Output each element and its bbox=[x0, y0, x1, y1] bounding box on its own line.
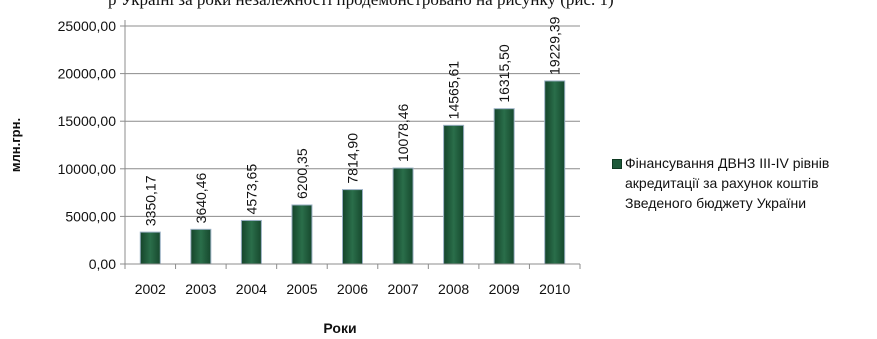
data-label: 4573,65 bbox=[243, 164, 259, 215]
y-axis-label: млн.грн. bbox=[8, 118, 23, 172]
data-label: 14565,61 bbox=[446, 61, 462, 120]
bar bbox=[342, 189, 363, 265]
bars bbox=[139, 80, 566, 265]
bar bbox=[291, 204, 313, 265]
axes bbox=[120, 20, 581, 269]
x-tick-label: 2006 bbox=[337, 281, 368, 297]
data-label: 16315,50 bbox=[496, 44, 512, 103]
x-tick-label: 2010 bbox=[539, 281, 570, 297]
data-label: 3640,46 bbox=[193, 173, 209, 224]
bar bbox=[392, 167, 414, 265]
y-tick-label: 0,00 bbox=[89, 256, 116, 272]
y-tick-label: 10000,00 bbox=[58, 161, 117, 177]
y-tick-label: 25000,00 bbox=[58, 18, 117, 34]
bar bbox=[493, 108, 515, 265]
x-tick-label: 2004 bbox=[236, 281, 267, 297]
x-axis-label: Роки bbox=[323, 320, 356, 336]
x-tick-label: 2005 bbox=[286, 281, 317, 297]
data-label: 6200,35 bbox=[294, 148, 310, 199]
y-tick-label: 20000,00 bbox=[58, 66, 117, 82]
bar bbox=[240, 219, 262, 265]
data-label: 7814,90 bbox=[345, 133, 361, 184]
x-tick-label: 2008 bbox=[438, 281, 469, 297]
bar bbox=[190, 228, 212, 265]
labels: 0,00 5000,00 10000,00 15000,00 20000,00 25000… bbox=[58, 16, 571, 297]
x-tick-label: 2003 bbox=[185, 281, 216, 297]
bar-chart: 0,00 5000,00 10000,00 15000,00 20000,00 25000… bbox=[8, 16, 581, 336]
legend: Фінансування ДВНЗ ІІІ-ІV рівнів акредита… bbox=[612, 153, 874, 213]
y-tick-label: 5000,00 bbox=[65, 208, 116, 224]
legend-label: Фінансування ДВНЗ ІІІ-ІV рівнів акредита… bbox=[625, 155, 830, 211]
x-tick-label: 2002 bbox=[135, 281, 166, 297]
data-label: 10078,46 bbox=[395, 103, 411, 162]
y-tick-label: 15000,00 bbox=[58, 113, 117, 129]
x-tick-label: 2009 bbox=[489, 281, 520, 297]
bar bbox=[139, 231, 161, 265]
legend-swatch bbox=[612, 159, 622, 169]
bar bbox=[544, 80, 566, 265]
preceding-paragraph-text: р Україні за роки незалежності продемонс… bbox=[108, 0, 877, 12]
bar bbox=[443, 124, 465, 265]
x-tick-label: 2007 bbox=[387, 281, 418, 297]
data-label: 19229,39 bbox=[547, 16, 563, 75]
data-label: 3350,17 bbox=[142, 175, 158, 226]
